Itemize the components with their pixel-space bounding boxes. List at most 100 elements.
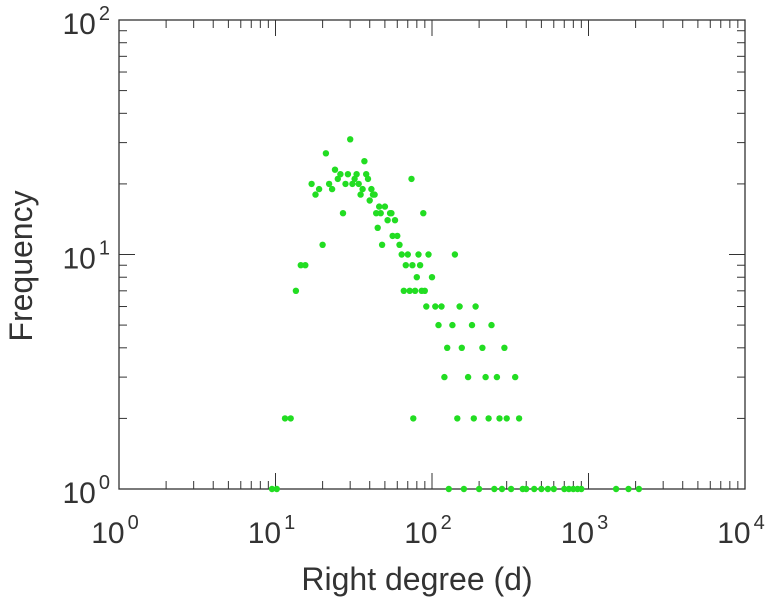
data-point [308,180,315,188]
data-point [496,415,503,422]
data-point [355,180,362,188]
data-point [404,251,411,258]
data-point [561,485,568,493]
data-point [394,232,401,240]
data-point [468,321,476,329]
data-point [458,344,465,351]
data-point [460,485,468,493]
data-point [523,485,530,493]
data-point [445,485,452,493]
data-point [635,485,643,493]
data-point [273,485,280,493]
data-point [396,241,403,248]
data-point [328,185,336,193]
data-point [531,485,538,493]
data-point [391,217,399,224]
data-point [565,485,573,493]
data-point [364,175,372,183]
data-point [438,303,445,310]
x-tick-label: 10 4 [717,512,765,550]
data-point [421,287,428,294]
data-point [322,150,330,157]
minor-ticks [118,20,745,490]
data-point [319,241,326,248]
data-point [402,262,409,269]
data-point [268,485,276,493]
data-point [359,185,366,193]
data-point [423,303,430,310]
data-point [373,210,380,217]
data-point [625,485,632,493]
data-point [488,321,495,329]
data-point [470,415,477,422]
data-point [347,136,354,143]
data-point [432,303,439,310]
data-point [406,287,413,294]
data-point [292,287,300,294]
y-tick-label: 10 0 [63,472,111,510]
x-tick-labels: 10 0 10 1 10 2 10 3 10 4 [91,512,765,550]
x-tick-label: 10 3 [561,512,609,550]
data-point [411,287,419,294]
data-point [413,274,420,281]
data-point [366,197,373,204]
data-point [361,158,368,165]
data-point [444,344,451,351]
data-point [425,251,432,258]
data-point [515,415,523,422]
data-point [482,373,489,381]
data-point [374,224,381,231]
data-point [297,262,304,269]
data-point [357,191,364,198]
data-point [325,180,333,188]
data-point [472,303,479,310]
data-point [578,485,585,493]
data-point [479,344,486,351]
data-point [475,485,483,493]
data-point [344,171,352,178]
y-tick-label: 10 1 [63,238,111,276]
data-point [408,175,415,183]
x-tick-label: 10 0 [91,512,139,550]
data-point [312,191,319,198]
x-tick-label: 10 1 [248,512,296,550]
data-point [287,415,294,422]
data-point [342,180,349,188]
data-point [456,303,463,310]
data-point [353,171,360,178]
data-point [371,191,378,198]
data-point [485,415,492,422]
data-point [538,485,545,493]
data-point [315,185,323,193]
data-point [503,415,510,422]
data-point [464,373,472,381]
data-point [507,485,515,493]
data-point [410,415,417,422]
data-point [544,485,552,493]
data-point [381,203,389,210]
data-point [441,373,448,381]
data-points [268,136,643,493]
data-point [416,262,424,269]
y-tick-label: 10 2 [63,3,111,41]
data-point [349,180,356,188]
data-point [512,373,519,381]
data-point [612,485,620,493]
x-tick-label: 10 2 [404,512,452,550]
x-axis-label: Right degree (d) [301,561,532,597]
data-point [331,166,339,173]
data-point [334,175,341,183]
data-point [409,262,416,269]
data-point [449,321,456,329]
data-point [428,274,436,281]
data-point [377,210,384,217]
data-point [389,232,396,240]
data-point [491,485,498,493]
data-point [550,485,557,493]
data-point [435,321,442,329]
data-point [400,287,407,294]
plot-frame [118,19,746,490]
data-point [398,251,405,258]
